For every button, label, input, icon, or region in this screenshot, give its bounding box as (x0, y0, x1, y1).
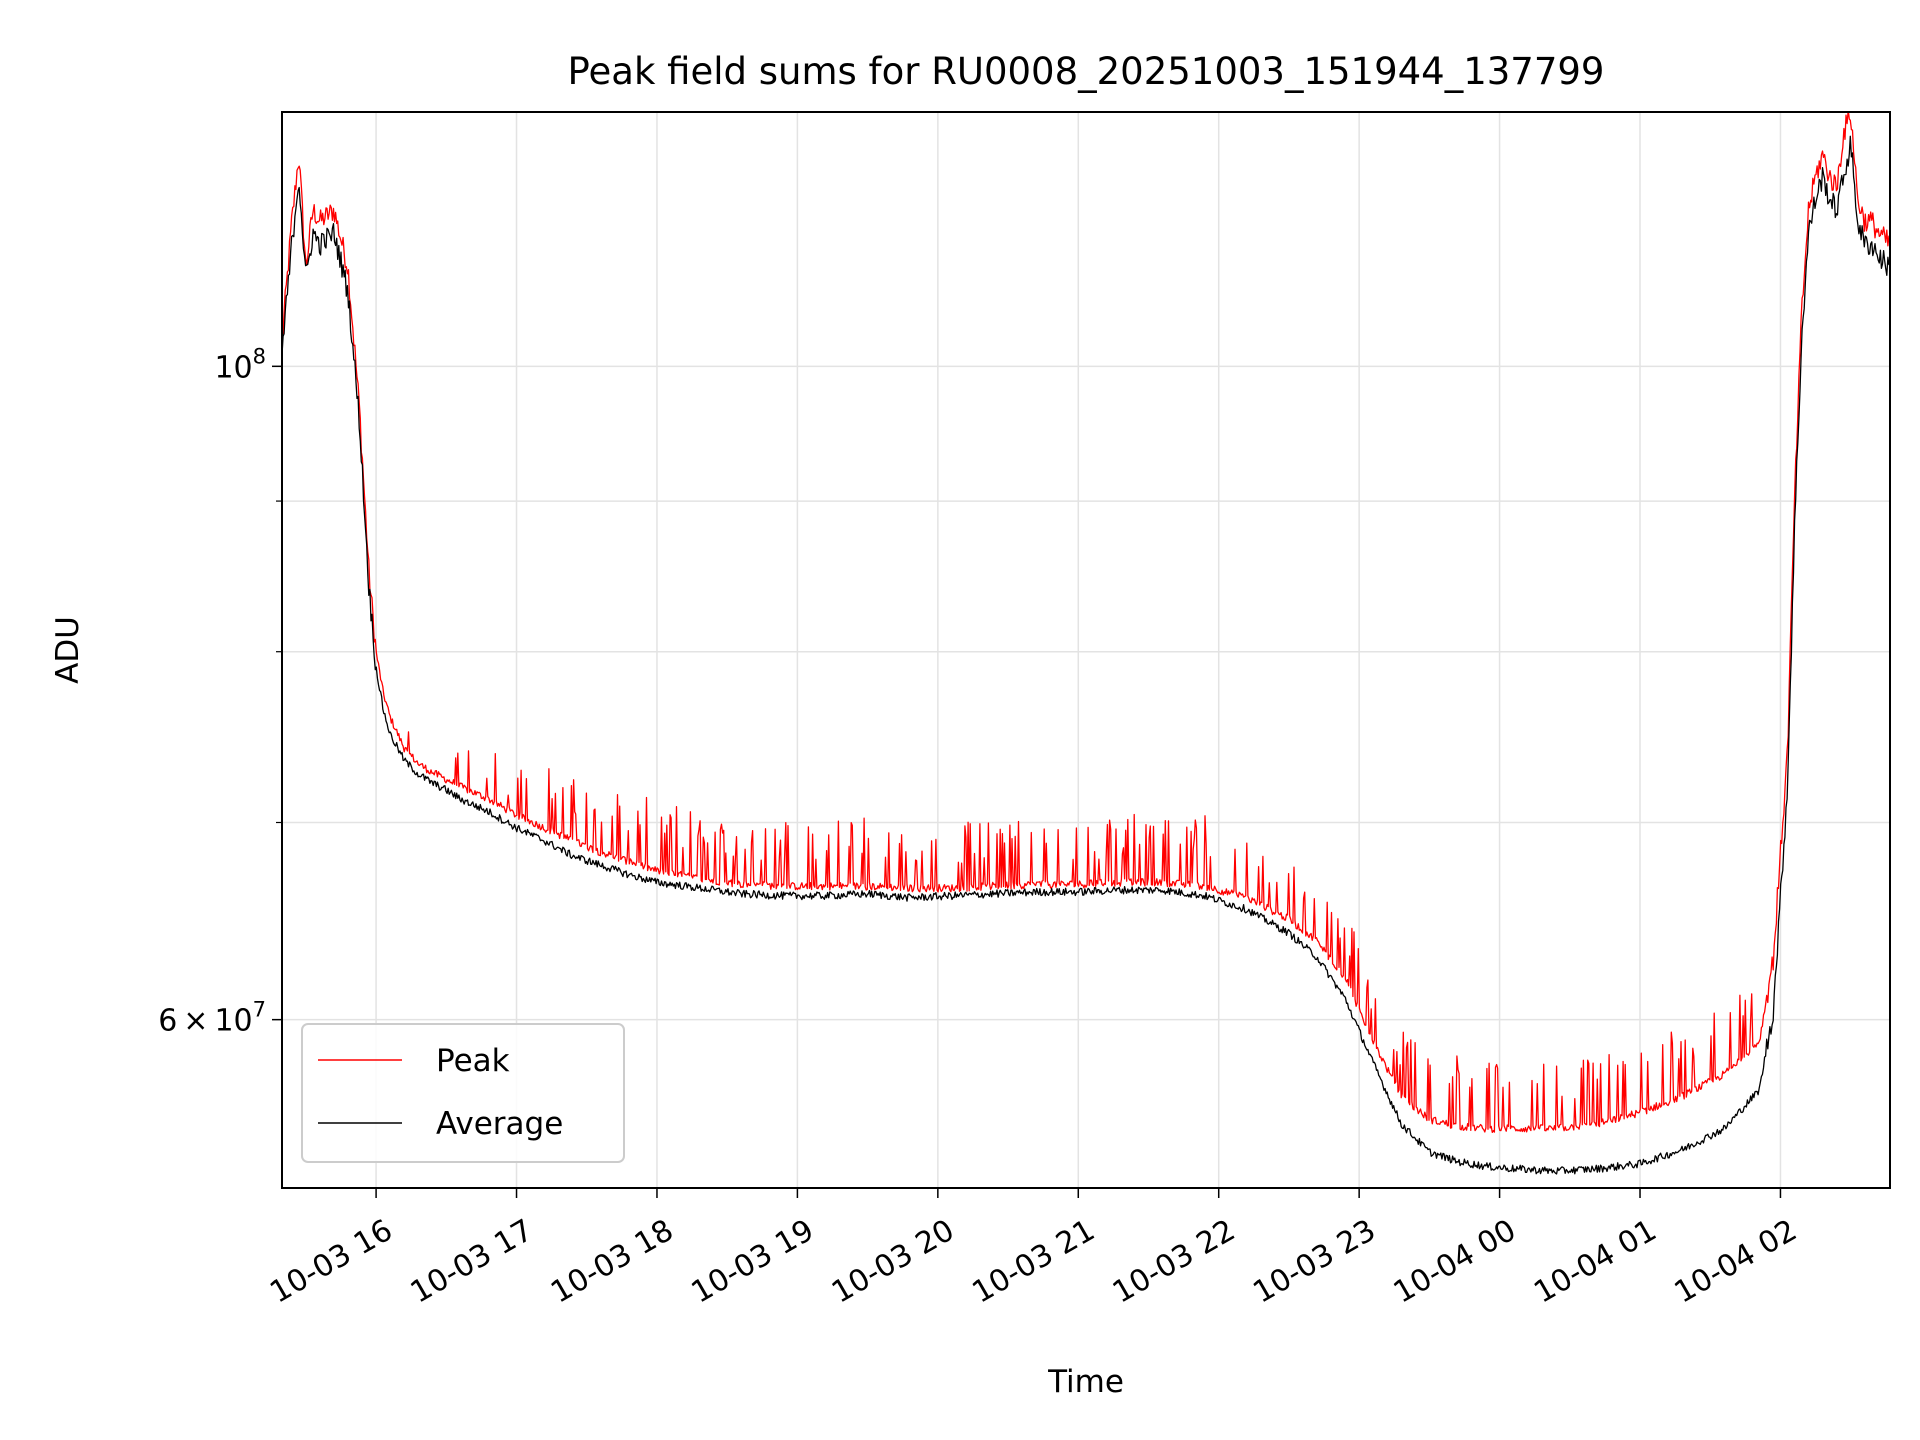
y-tick-label: 6 × 107 (158, 998, 266, 1039)
series-layer (282, 112, 1890, 1175)
y-tick-label: 108 (214, 344, 266, 385)
y-axis-label: ADU (50, 616, 86, 684)
plot-frame (281, 111, 1891, 1189)
series-line-peak (282, 112, 1890, 1134)
grid (282, 112, 1890, 1188)
series-line-average (282, 135, 1890, 1175)
legend-average-label: Average (436, 1106, 563, 1142)
y-axis-ticks: 6 × 107 108 (158, 344, 282, 1039)
x-axis-label: Time (1047, 1364, 1124, 1400)
legend: Peak Average (301, 1023, 625, 1163)
chart-title: Peak field sums for RU0008_20251003_1519… (568, 50, 1605, 93)
legend-box (301, 1023, 625, 1163)
legend-peak-label: Peak (436, 1043, 510, 1079)
